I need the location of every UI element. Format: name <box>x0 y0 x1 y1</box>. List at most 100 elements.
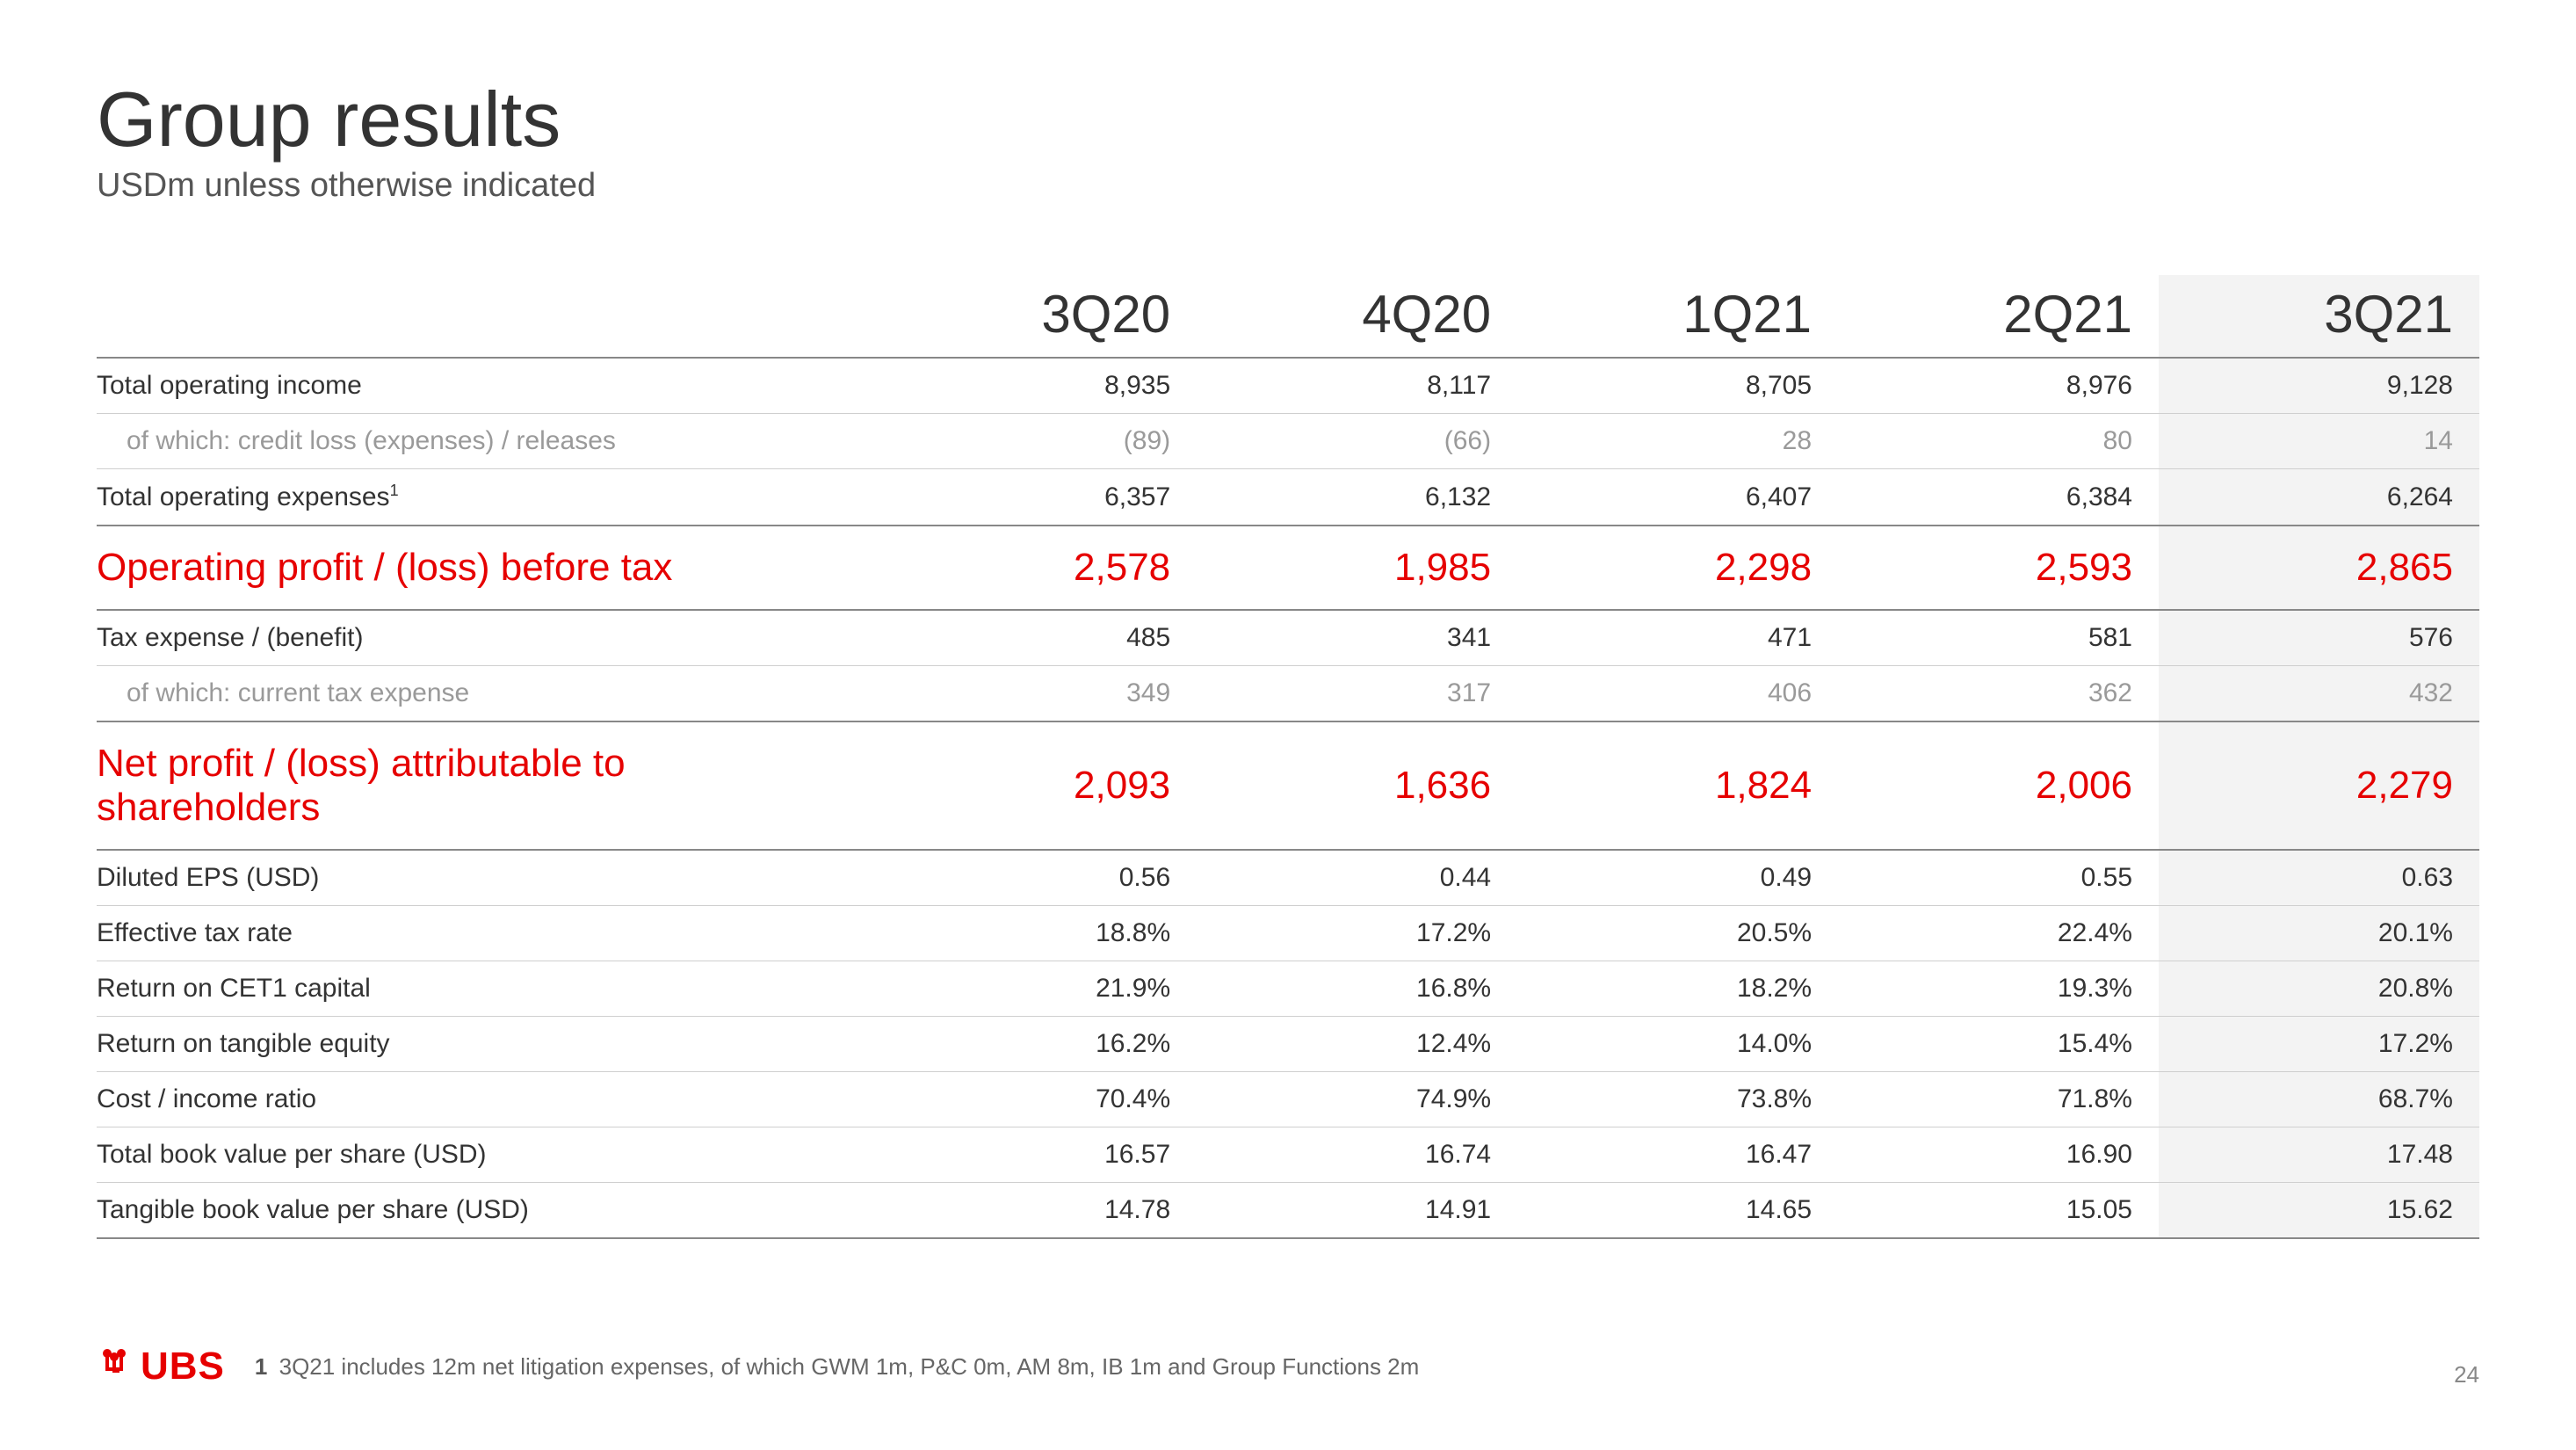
cell: 15.62 <box>2159 1183 2479 1239</box>
table-row: Diluted EPS (USD)0.560.440.490.550.63 <box>97 850 2479 906</box>
cell: 8,976 <box>1838 358 2159 414</box>
cell: 432 <box>2159 666 2479 722</box>
cell: 17.2% <box>2159 1017 2479 1072</box>
cell: 349 <box>876 666 1197 722</box>
footnote-number: 1 <box>255 1353 267 1380</box>
cell: 2,093 <box>876 721 1197 850</box>
table-row: Total book value per share (USD)16.5716.… <box>97 1127 2479 1183</box>
keys-svg <box>97 1345 132 1380</box>
cell: 1,985 <box>1197 526 1517 610</box>
table-row: Tax expense / (benefit)485341471581576 <box>97 610 2479 666</box>
cell: 0.49 <box>1517 850 1838 906</box>
cell: 2,593 <box>1838 526 2159 610</box>
table-row: Tangible book value per share (USD)14.78… <box>97 1183 2479 1239</box>
cell: 14.65 <box>1517 1183 1838 1239</box>
table-row: Operating profit / (loss) before tax2,57… <box>97 526 2479 610</box>
results-table-wrap: 3Q20 4Q20 1Q21 2Q21 3Q21 Total operating… <box>97 275 2479 1239</box>
row-label: Total book value per share (USD) <box>97 1127 876 1183</box>
cell: 14.91 <box>1197 1183 1517 1239</box>
cell: 0.63 <box>2159 850 2479 906</box>
col-header-current: 3Q21 <box>2159 275 2479 358</box>
row-label: Operating profit / (loss) before tax <box>97 526 876 610</box>
table-body: Total operating income8,9358,1178,7058,9… <box>97 358 2479 1238</box>
footer: UBS 1 3Q21 includes 12m net litigation e… <box>97 1345 2479 1388</box>
cell: 20.5% <box>1517 906 1838 961</box>
cell: 15.05 <box>1838 1183 2159 1239</box>
cell: 17.2% <box>1197 906 1517 961</box>
cell: 6,407 <box>1517 469 1838 526</box>
cell: 2,298 <box>1517 526 1838 610</box>
cell: 80 <box>1838 414 2159 469</box>
ubs-logo: UBS <box>97 1345 225 1388</box>
cell: 1,636 <box>1197 721 1517 850</box>
cell: 406 <box>1517 666 1838 722</box>
cell: 471 <box>1517 610 1838 666</box>
cell: 0.44 <box>1197 850 1517 906</box>
table-row: Total operating expenses16,3576,1326,407… <box>97 469 2479 526</box>
cell: 16.2% <box>876 1017 1197 1072</box>
cell: 6,264 <box>2159 469 2479 526</box>
row-label: Tax expense / (benefit) <box>97 610 876 666</box>
cell: 485 <box>876 610 1197 666</box>
cell: 74.9% <box>1197 1072 1517 1127</box>
col-header: 4Q20 <box>1197 275 1517 358</box>
row-label: Tangible book value per share (USD) <box>97 1183 876 1239</box>
row-label: Cost / income ratio <box>97 1072 876 1127</box>
cell: 362 <box>1838 666 2159 722</box>
cell: 2,279 <box>2159 721 2479 850</box>
cell: 14 <box>2159 414 2479 469</box>
row-label: Total operating expenses1 <box>97 469 876 526</box>
header-row: 3Q20 4Q20 1Q21 2Q21 3Q21 <box>97 275 2479 358</box>
cell: 15.4% <box>1838 1017 2159 1072</box>
cell: 16.57 <box>876 1127 1197 1183</box>
cell: 16.47 <box>1517 1127 1838 1183</box>
table-row: Net profit / (loss) attributable to shar… <box>97 721 2479 850</box>
cell: 0.56 <box>876 850 1197 906</box>
table-row: of which: current tax expense34931740636… <box>97 666 2479 722</box>
row-label: Return on CET1 capital <box>97 961 876 1017</box>
cell: 2,006 <box>1838 721 2159 850</box>
row-label: Return on tangible equity <box>97 1017 876 1072</box>
cell: 8,935 <box>876 358 1197 414</box>
cell: 6,357 <box>876 469 1197 526</box>
cell: 16.90 <box>1838 1127 2159 1183</box>
row-label: Total operating income <box>97 358 876 414</box>
cell: 20.1% <box>2159 906 2479 961</box>
page-subtitle: USDm unless otherwise indicated <box>97 167 2479 205</box>
footnote-text: 3Q21 includes 12m net litigation expense… <box>279 1353 1420 1380</box>
cell: 21.9% <box>876 961 1197 1017</box>
footnote: 1 3Q21 includes 12m net litigation expen… <box>255 1353 1419 1381</box>
cell: (89) <box>876 414 1197 469</box>
results-table: 3Q20 4Q20 1Q21 2Q21 3Q21 Total operating… <box>97 275 2479 1239</box>
cell: 2,578 <box>876 526 1197 610</box>
table-row: Return on CET1 capital21.9%16.8%18.2%19.… <box>97 961 2479 1017</box>
page-title: Group results <box>97 79 2479 160</box>
cell: 19.3% <box>1838 961 2159 1017</box>
cell: 17.48 <box>2159 1127 2479 1183</box>
row-label: of which: current tax expense <box>97 666 876 722</box>
cell: 341 <box>1197 610 1517 666</box>
col-header: 1Q21 <box>1517 275 1838 358</box>
cell: 317 <box>1197 666 1517 722</box>
cell: (66) <box>1197 414 1517 469</box>
cell: 6,384 <box>1838 469 2159 526</box>
cell: 2,865 <box>2159 526 2479 610</box>
cell: 14.0% <box>1517 1017 1838 1072</box>
cell: 70.4% <box>876 1072 1197 1127</box>
cell: 581 <box>1838 610 2159 666</box>
table-row: Total operating income8,9358,1178,7058,9… <box>97 358 2479 414</box>
cell: 22.4% <box>1838 906 2159 961</box>
table-row: Return on tangible equity16.2%12.4%14.0%… <box>97 1017 2479 1072</box>
table-row: Effective tax rate18.8%17.2%20.5%22.4%20… <box>97 906 2479 961</box>
cell: 0.55 <box>1838 850 2159 906</box>
cell: 12.4% <box>1197 1017 1517 1072</box>
cell: 18.2% <box>1517 961 1838 1017</box>
table-row: Cost / income ratio70.4%74.9%73.8%71.8%6… <box>97 1072 2479 1127</box>
row-label: of which: credit loss (expenses) / relea… <box>97 414 876 469</box>
cell: 73.8% <box>1517 1072 1838 1127</box>
col-header: 3Q20 <box>876 275 1197 358</box>
cell: 28 <box>1517 414 1838 469</box>
cell: 16.74 <box>1197 1127 1517 1183</box>
footnote-ref: 1 <box>390 482 399 499</box>
table-row: of which: credit loss (expenses) / relea… <box>97 414 2479 469</box>
